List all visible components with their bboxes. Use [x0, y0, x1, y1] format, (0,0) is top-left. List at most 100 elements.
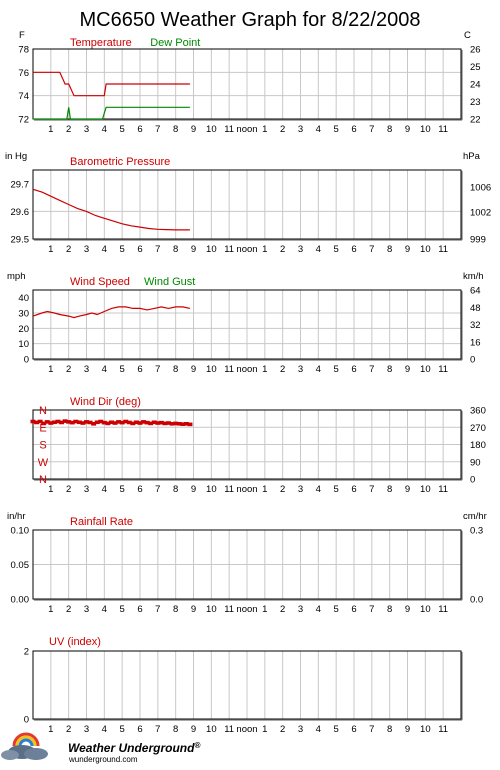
x-tick-label: noon [236, 364, 257, 375]
data-point [30, 419, 36, 424]
series-title: Barometric Pressure [70, 156, 170, 168]
y-tick-label: 76 [18, 68, 29, 79]
x-tick-label: 4 [102, 244, 107, 255]
data-point [180, 422, 186, 426]
x-tick-label: 8 [387, 724, 392, 735]
y-tick-label: 29.7 [11, 179, 30, 190]
x-tick-label: 1 [48, 604, 53, 615]
x-tick-label: 11 [224, 124, 234, 135]
data-point [34, 420, 40, 425]
x-tick-label: 5 [334, 124, 339, 135]
direction-label: N [39, 474, 47, 486]
x-tick-label: 5 [120, 124, 125, 135]
x-tick-label: 11 [438, 124, 448, 135]
x-tick-label: 4 [102, 124, 107, 135]
left-unit-label: mph [7, 271, 25, 282]
x-tick-label: 11 [224, 484, 234, 495]
x-tick-label: 2 [66, 364, 71, 375]
x-tick-label: 8 [173, 724, 178, 735]
data-point [62, 419, 68, 423]
x-tick-label: 8 [173, 604, 178, 615]
x-tick-label: 10 [420, 604, 431, 615]
y-tick-label: 0.05 [11, 560, 30, 571]
y-tick-label: 29.5 [11, 235, 30, 246]
plot-frame [32, 48, 462, 120]
x-tick-label: 8 [387, 244, 392, 255]
left-unit-label: in/hr [7, 511, 25, 522]
x-tick-label: 4 [102, 724, 107, 735]
x-tick-label: 1 [48, 484, 53, 495]
x-tick-label: 2 [280, 604, 285, 615]
x-tick-label: noon [236, 124, 257, 135]
x-tick-label: 10 [206, 724, 217, 735]
x-tick-label: 2 [280, 724, 285, 735]
x-tick-label: 9 [405, 244, 410, 255]
x-tick-label: 2 [66, 724, 71, 735]
data-point [76, 420, 82, 425]
x-tick-label: 8 [387, 604, 392, 615]
series-line [33, 71, 190, 97]
x-tick-label: 9 [405, 724, 410, 735]
series-title: Dew Point [150, 37, 200, 49]
x-tick-label: 1 [48, 124, 53, 135]
right-tick-label: 23 [470, 97, 481, 108]
data-point [55, 419, 61, 424]
x-tick-label: 10 [206, 364, 217, 375]
x-tick-label: noon [236, 724, 257, 735]
data-point [44, 420, 50, 424]
plot-frame [32, 169, 462, 240]
data-point [41, 421, 47, 426]
series-title: Wind Speed [70, 276, 130, 288]
x-tick-label: 4 [102, 364, 107, 375]
cloud-rainbow-icon [1, 732, 48, 760]
x-tick-label: 10 [206, 244, 217, 255]
x-tick-label: 2 [66, 484, 71, 495]
right-tick-label: 0.3 [470, 526, 483, 537]
data-point [123, 419, 129, 424]
x-tick-label: 1 [262, 244, 267, 255]
y-tick-label: 0.00 [11, 595, 30, 606]
x-tick-label: 10 [420, 724, 431, 735]
x-tick-label: 3 [84, 484, 89, 495]
right-tick-label: 0 [470, 355, 475, 366]
x-tick-label: 1 [48, 244, 53, 255]
data-point [108, 420, 114, 425]
right-tick-label: 270 [470, 423, 486, 434]
x-tick-label: 3 [84, 604, 89, 615]
x-tick-label: 9 [191, 604, 196, 615]
y-tick-label: 2 [24, 647, 29, 658]
x-tick-label: 3 [298, 124, 303, 135]
x-tick-label: 8 [173, 124, 178, 135]
data-point [51, 420, 57, 425]
logo-url: wunderground.com [68, 755, 138, 764]
data-point [80, 421, 86, 425]
y-tick-label: 29.6 [11, 207, 30, 218]
x-tick-label: 10 [206, 604, 217, 615]
data-point [48, 421, 54, 425]
data-point [37, 419, 43, 424]
page-title: MC6650 Weather Graph for 8/22/2008 [80, 9, 421, 31]
data-point [105, 421, 111, 426]
right-unit-label: hPa [463, 151, 481, 162]
x-tick-label: 11 [438, 604, 448, 615]
x-tick-label: noon [236, 604, 257, 615]
data-point [126, 420, 132, 425]
data-point [94, 420, 100, 425]
x-tick-label: 7 [155, 484, 160, 495]
direction-label: W [38, 457, 49, 469]
x-tick-label: 6 [137, 724, 142, 735]
x-tick-label: 1 [262, 604, 267, 615]
y-tick-label: 74 [18, 91, 29, 102]
data-point [98, 419, 104, 424]
x-tick-label: 1 [262, 484, 267, 495]
x-tick-label: 2 [66, 604, 71, 615]
x-tick-label: 5 [120, 244, 125, 255]
right-unit-label: km/h [463, 271, 484, 282]
right-tick-label: 90 [470, 457, 481, 468]
plot-frame [32, 650, 462, 720]
x-tick-label: 5 [334, 604, 339, 615]
data-point [144, 420, 150, 425]
